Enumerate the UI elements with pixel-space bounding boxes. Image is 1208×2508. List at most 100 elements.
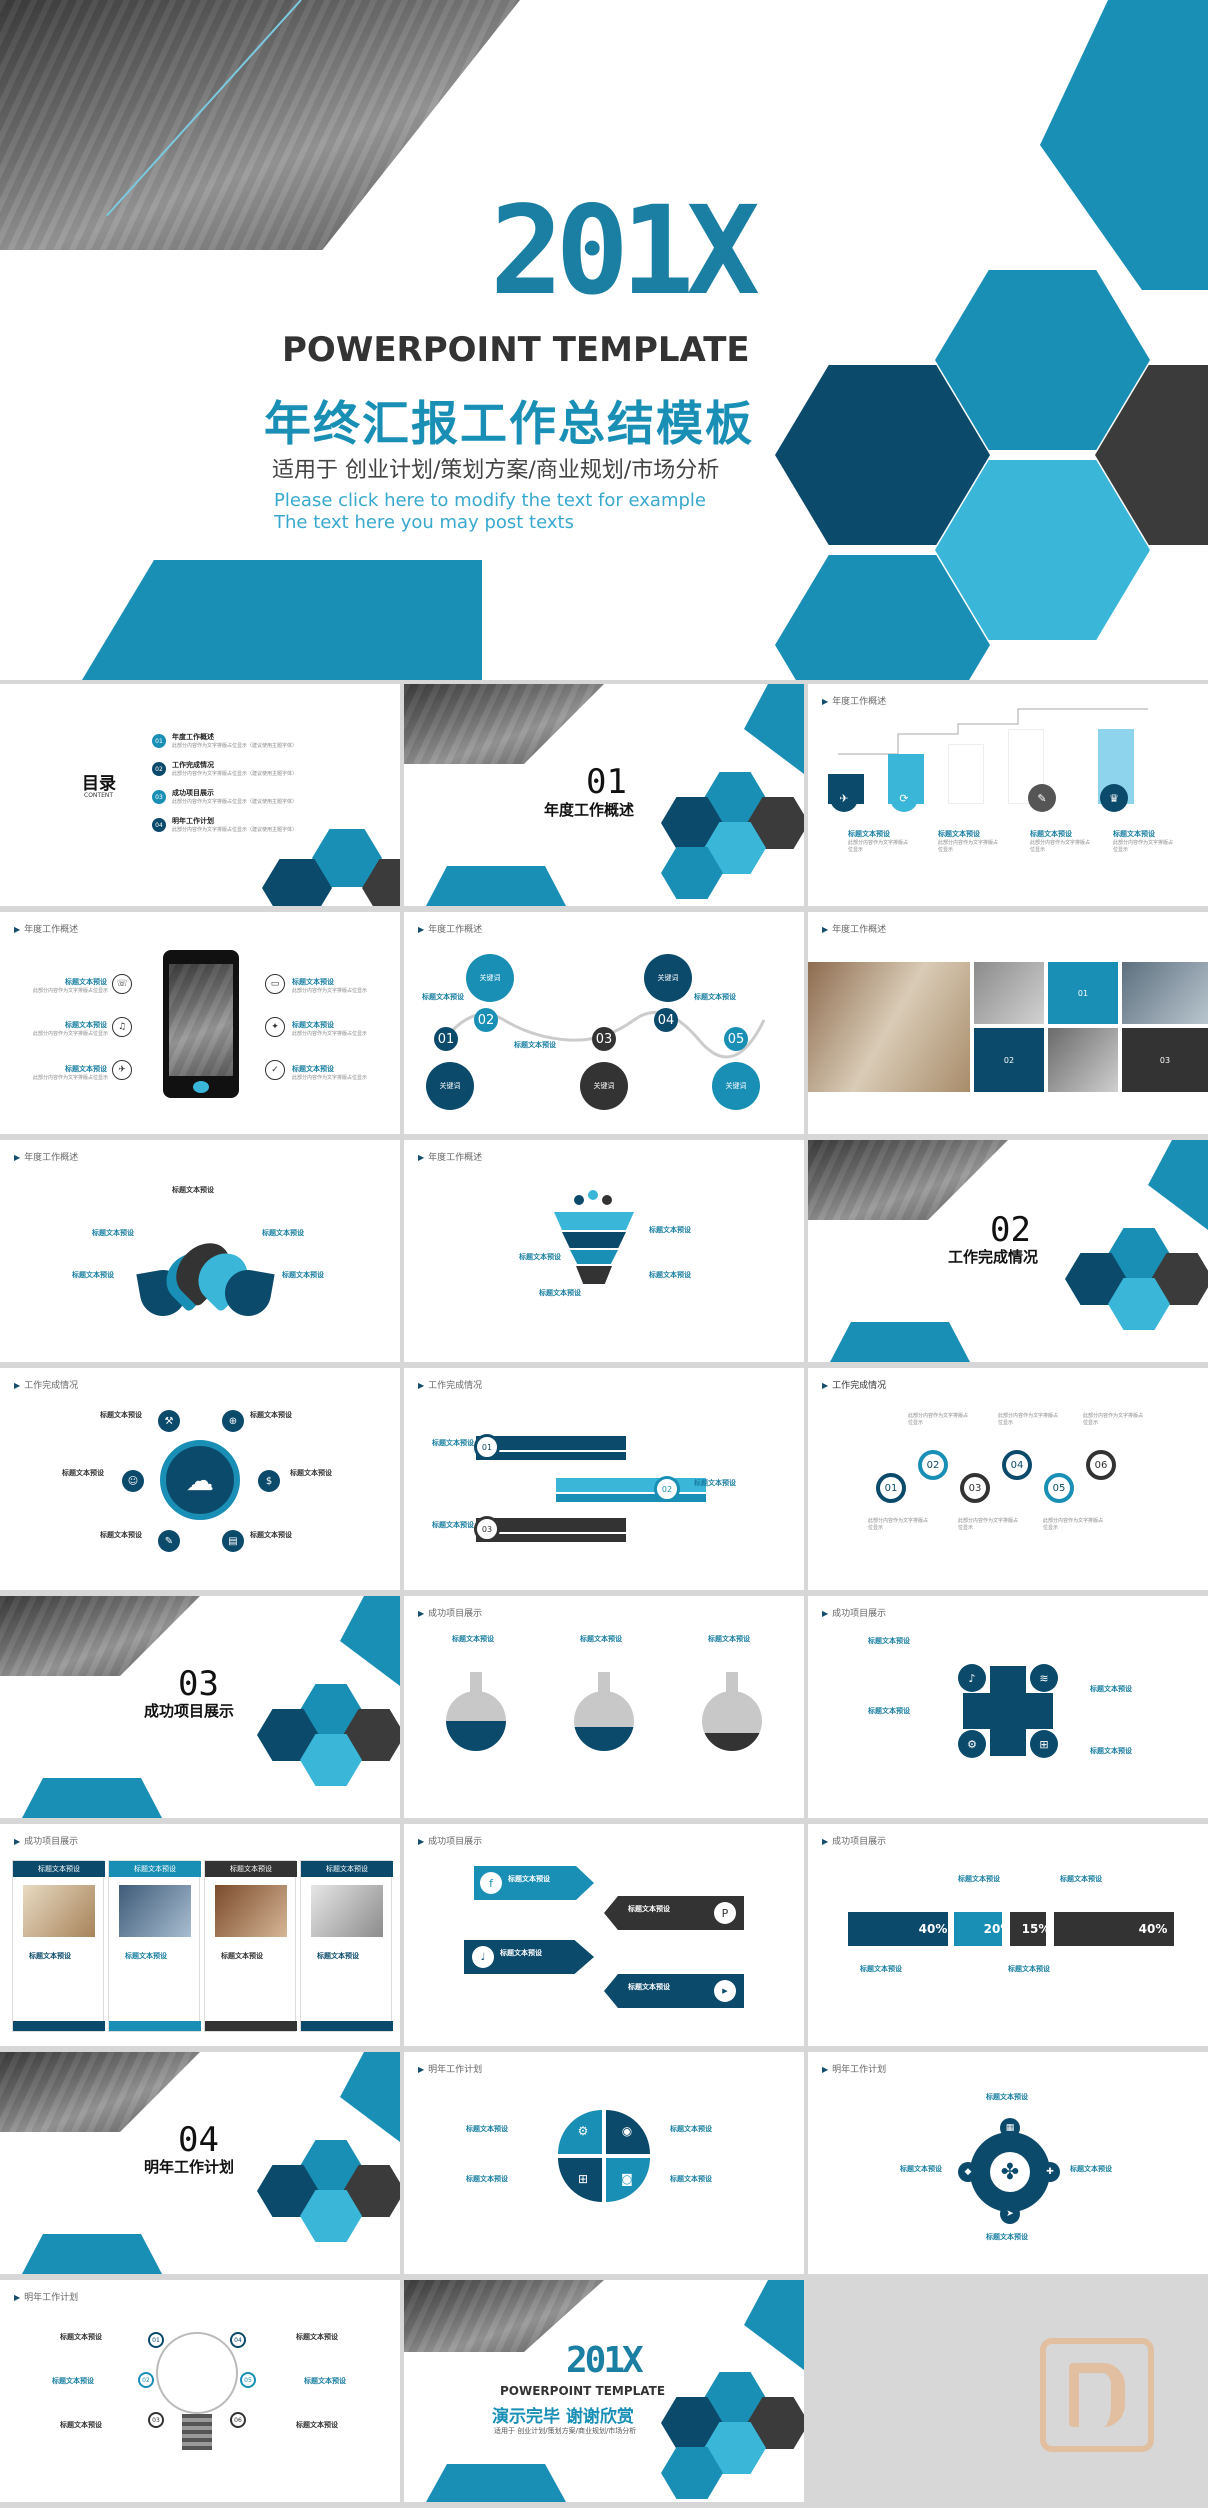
bulb-slide[interactable]: 明年工作计划 01 02 03 04 05 06 标题文本预设 标题文本预设 标… bbox=[0, 2280, 400, 2502]
brain-title: 标题文本预设 bbox=[100, 1531, 142, 1539]
chart-icon: ▦ bbox=[1000, 2118, 1020, 2138]
slide-header: 成功项目展示 bbox=[418, 1834, 482, 1847]
lotus-slide[interactable]: 年度工作概述 标题文本预设 标题文本预设 标题文本预设 标题文本预设 标题文本预… bbox=[0, 1140, 400, 1362]
section-slide-03[interactable]: 03 成功项目展示 bbox=[0, 1596, 400, 1818]
social-slide[interactable]: 成功项目展示 f P ♩ ▶ 标题文本预设 标题文本预设 标题文本预设 标题文本… bbox=[404, 1824, 804, 2046]
item-desc: 此部分内容作为文字排版占位显示 bbox=[292, 988, 368, 994]
ending-slide[interactable]: 201X POWERPOINT TEMPLATE 演示完毕 谢谢欣赏 适用于 创… bbox=[404, 2280, 804, 2502]
toc-item-desc: 此部分内容作为文字排版占位显示（建议使用主题字体） bbox=[172, 799, 298, 805]
brain-icon: ☁ bbox=[160, 1440, 240, 1520]
flask-title: 标题文本预设 bbox=[708, 1635, 750, 1643]
ending-template: POWERPOINT TEMPLATE bbox=[500, 2384, 666, 2398]
phone-slide[interactable]: 年度工作概述 标题文本预设 此部分内容作为文字排版占位显示 标题文本预设 此部分… bbox=[0, 912, 400, 1134]
card[interactable]: 标题文本预设 标题文本预设 bbox=[108, 1860, 201, 2032]
social-title: 标题文本预设 bbox=[500, 1949, 542, 1957]
section-slide-04[interactable]: 04 明年工作计划 bbox=[0, 2052, 400, 2274]
toc-item[interactable]: 02 工作完成情况 此部分内容作为文字排版占位显示（建议使用主题字体） bbox=[152, 760, 302, 784]
section-number: 03 bbox=[178, 1664, 219, 1704]
percent-value: 40% bbox=[1138, 1922, 1168, 1936]
slide-header: 成功项目展示 bbox=[822, 1834, 886, 1847]
toc-item[interactable]: 04 明年工作计划 此部分内容作为文字排版占位显示（建议使用主题字体） bbox=[152, 816, 302, 840]
chain-node[interactable]: 04 bbox=[1002, 1450, 1032, 1480]
cross-slide[interactable]: 成功项目展示 ♪ ≋ ⚙ ⊞ 标题文本预设 标题文本预设 标题文本预设 标题文本… bbox=[808, 1596, 1208, 1818]
chain-node[interactable]: 05 bbox=[1044, 1473, 1074, 1503]
section-bottom-band bbox=[22, 2234, 162, 2274]
arrow-bar bbox=[476, 1436, 626, 1450]
card[interactable]: 标题文本预设 标题文本预设 bbox=[12, 1860, 105, 2032]
photo-grid-slide[interactable]: 年度工作概述 01 02 03 bbox=[808, 912, 1208, 1134]
arrow-number: 01 bbox=[474, 1434, 500, 1460]
grid-photo bbox=[1122, 962, 1208, 1024]
bulb-title: 标题文本预设 bbox=[304, 2377, 346, 2385]
section-bottom-band bbox=[426, 866, 566, 906]
timeline-node[interactable]: 05 bbox=[724, 1027, 748, 1051]
pinterest-icon[interactable]: P bbox=[714, 1902, 736, 1924]
arrow-bar bbox=[476, 1518, 626, 1532]
bulb-title: 标题文本预设 bbox=[60, 2333, 102, 2341]
section-slide-01[interactable]: 01 年度工作概述 bbox=[404, 684, 804, 906]
plane-icon: ✈ bbox=[112, 1060, 132, 1080]
percent-slide[interactable]: 成功项目展示 40% 20% 15% 40% 标题文本预设 标题文本预设 标题文… bbox=[808, 1824, 1208, 2046]
toc-number: 04 bbox=[152, 818, 166, 832]
funnel-slide[interactable]: 年度工作概述 标题文本预设 标题文本预设 标题文本预设 标题文本预设 bbox=[404, 1140, 804, 1362]
item-desc: 此部分内容作为文字排版占位显示 bbox=[33, 1031, 109, 1037]
arrow-list-slide[interactable]: 工作完成情况 01 02 03 标题文本预设 标题文本预设 标题文本预设 标题文… bbox=[404, 1368, 804, 1590]
steps-slide[interactable]: 年度工作概述 ✈ ⟳ ✎ ♛ 标题文本预设 此部分内容作为文字排版占位显示 标题… bbox=[808, 684, 1208, 906]
timeline-title: 标题文本预设 bbox=[694, 993, 736, 1001]
chain-node[interactable]: 01 bbox=[876, 1473, 906, 1503]
arrow-number: 02 bbox=[654, 1476, 680, 1502]
send-icon: ➤ bbox=[1000, 2204, 1020, 2224]
cover-hint-1[interactable]: Please click here to modify the text for… bbox=[274, 490, 706, 511]
slide-header: 年度工作概述 bbox=[418, 922, 482, 935]
card-header: 标题文本预设 bbox=[109, 1861, 201, 1877]
toc-title-en: CONTENT bbox=[84, 792, 114, 799]
card[interactable]: 标题文本预设 标题文本预设 bbox=[300, 1860, 393, 2032]
chain-node[interactable]: 06 bbox=[1086, 1450, 1116, 1480]
timeline-node[interactable]: 02 bbox=[474, 1008, 498, 1032]
item-title: 标题文本预设 bbox=[292, 1021, 334, 1029]
bulb-node: 04 bbox=[230, 2332, 246, 2348]
card[interactable]: 标题文本预设 标题文本预设 bbox=[204, 1860, 297, 2032]
brain-slide[interactable]: 工作完成情况 ☁ ⚒ ⊕ ☺ $ ✎ ▤ 标题文本预设 标题文本预设 标题文本预… bbox=[0, 1368, 400, 1590]
timeline-node[interactable]: 03 bbox=[592, 1027, 616, 1051]
card-footer bbox=[13, 2021, 105, 2031]
facebook-icon[interactable]: f bbox=[480, 1872, 502, 1894]
chain-node[interactable]: 03 bbox=[960, 1473, 990, 1503]
youtube-icon[interactable]: ▶ bbox=[714, 1980, 736, 2002]
timeline-title: 标题文本预设 bbox=[422, 993, 464, 1001]
ring-slide[interactable]: 明年工作计划 ✤ ▦ ◆ ✚ ➤ 标题文本预设 标题文本预设 标题文本预设 标题… bbox=[808, 2052, 1208, 2274]
twitter-icon[interactable]: ♩ bbox=[472, 1946, 494, 1968]
flask-slide[interactable]: 成功项目展示 标题文本预设 标题文本预设 标题文本预设 bbox=[404, 1596, 804, 1818]
ending-subtitle: 适用于 创业计划/策划方案/商业规划/市场分析 bbox=[494, 2427, 637, 2435]
toc-item[interactable]: 01 年度工作概述 此部分内容作为文字排版占位显示（建议使用主题字体） bbox=[152, 732, 302, 756]
check-icon: ✓ bbox=[265, 1060, 285, 1080]
card-photo bbox=[119, 1885, 191, 1937]
item-desc: 此部分内容作为文字排版占位显示 bbox=[33, 1075, 109, 1081]
timeline-node[interactable]: 04 bbox=[654, 1008, 678, 1032]
cards-slide[interactable]: 成功项目展示 标题文本预设 标题文本预设 标题文本预设 标题文本预设 标题文本预… bbox=[0, 1824, 400, 2046]
timeline-node[interactable]: 01 bbox=[434, 1027, 458, 1051]
cover-hint-2[interactable]: The text here you may post texts bbox=[274, 512, 574, 533]
section-number: 04 bbox=[178, 2120, 219, 2160]
flask-neck bbox=[598, 1672, 610, 1694]
bulb-base bbox=[182, 2414, 212, 2450]
toc-slide[interactable]: 目录 CONTENT 01 年度工作概述 此部分内容作为文字排版占位显示（建议使… bbox=[0, 684, 400, 906]
chain-slide[interactable]: 工作完成情况 01 02 03 04 05 06 此部分内容作为文字排版占位显示… bbox=[808, 1368, 1208, 1590]
wifi-icon: ≋ bbox=[1030, 1664, 1058, 1692]
timeline-slide[interactable]: 年度工作概述 01 02 03 04 05 关键词 关键词 关键词 关键词 关键… bbox=[404, 912, 804, 1134]
bulb-node: 05 bbox=[240, 2372, 256, 2388]
quadrant-slide[interactable]: 明年工作计划 ⚙ ◉ ⊞ ◙ 标题文本预设 标题文本预设 标题文本预设 标题文本… bbox=[404, 2052, 804, 2274]
brain-title: 标题文本预设 bbox=[62, 1469, 104, 1477]
chain-node[interactable]: 02 bbox=[918, 1450, 948, 1480]
lotus-title: 标题文本预设 bbox=[282, 1271, 324, 1279]
funnel-layer bbox=[570, 1250, 618, 1264]
section-slide-02[interactable]: 02 工作完成情况 bbox=[808, 1140, 1208, 1362]
keyword-circle: 关键词 bbox=[644, 954, 692, 1002]
cover-slide[interactable]: 201X POWERPOINT TEMPLATE 年终汇报工作总结模板 适用于 … bbox=[0, 0, 1208, 680]
ending-year: 201X bbox=[566, 2340, 644, 2381]
slide-header: 年度工作概述 bbox=[822, 694, 886, 707]
trophy-icon: ♛ bbox=[1100, 784, 1128, 812]
chain-desc: 此部分内容作为文字排版占位显示 bbox=[908, 1413, 969, 1426]
flask-title: 标题文本预设 bbox=[580, 1635, 622, 1643]
toc-item[interactable]: 03 成功项目展示 此部分内容作为文字排版占位显示（建议使用主题字体） bbox=[152, 788, 302, 812]
